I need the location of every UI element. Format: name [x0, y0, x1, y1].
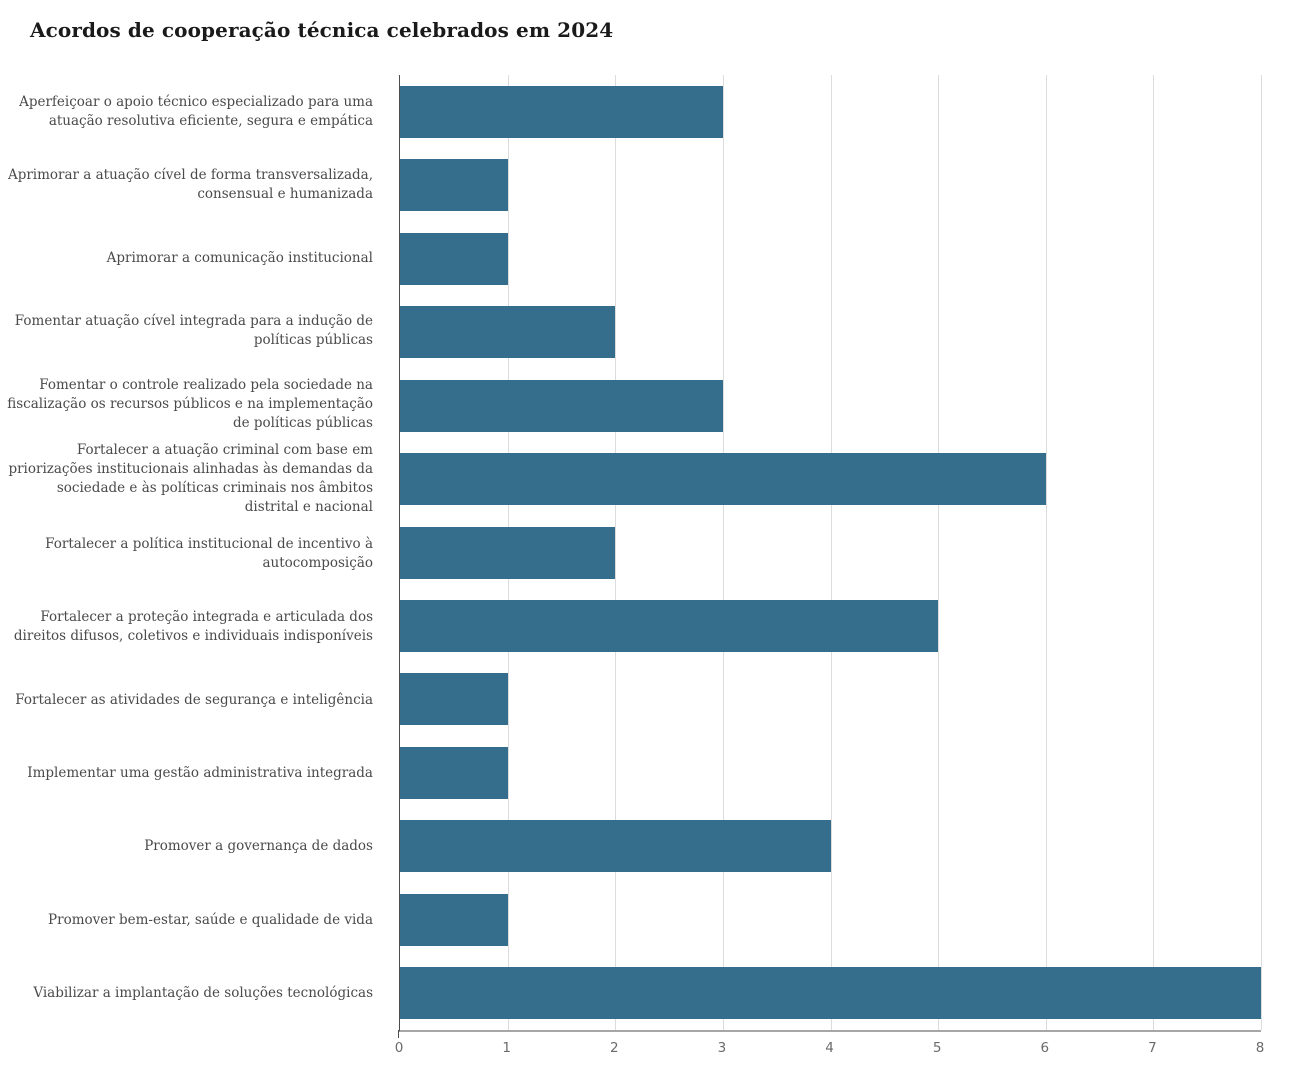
category-label-column: Aperfeiçoar o apoio técnico especializad… [0, 75, 385, 1030]
bar [400, 306, 616, 359]
bar-row [400, 663, 1261, 736]
bar [400, 159, 508, 212]
bar-row [400, 442, 1261, 515]
gridline [722, 75, 724, 1030]
bar-row [400, 222, 1261, 295]
bar-row [400, 369, 1261, 442]
x-axis: 0 1 2 3 4 5 6 7 8 [395, 1030, 1264, 1062]
bar [400, 600, 939, 653]
bar [400, 673, 508, 726]
category-label: Viabilizar a implantação de soluções tec… [33, 984, 373, 1001]
x-tick-label: 3 [717, 1040, 727, 1056]
category-label: Fortalecer as atividades de segurança e … [15, 691, 373, 708]
category-row: Aprimorar a atuação cível de forma trans… [0, 148, 385, 221]
bar-row [400, 516, 1261, 589]
x-tick-label: 8 [1255, 1040, 1265, 1056]
category-row: Aperfeiçoar o apoio técnico especializad… [0, 75, 385, 148]
x-tick-label: 0 [394, 1040, 404, 1056]
category-label: Aprimorar a atuação cível de forma trans… [7, 166, 373, 202]
category-label: Fortalecer a política institucional de i… [45, 535, 373, 571]
category-row: Implementar uma gestão administrativa in… [0, 737, 385, 810]
category-row: Viabilizar a implantação de soluções tec… [0, 957, 385, 1030]
gridline [830, 75, 832, 1030]
gridline [615, 75, 617, 1030]
category-row: Fortalecer a proteção integrada e articu… [0, 591, 385, 664]
bar [400, 85, 723, 138]
bar [400, 967, 1261, 1020]
x-tick-label: 7 [1148, 1040, 1157, 1056]
category-row: Aprimorar a comunicação institucional [0, 222, 385, 295]
bar-row [400, 75, 1261, 148]
category-label: Fomentar atuação cível integrada para a … [14, 313, 373, 349]
bar [400, 453, 1046, 506]
x-tick-label: 4 [825, 1040, 834, 1056]
gridline [1261, 75, 1262, 1030]
category-label: Promover bem-estar, saúde e qualidade de… [48, 911, 373, 928]
category-label: Aprimorar a comunicação institucional [106, 249, 373, 266]
category-row: Fomentar atuação cível integrada para a … [0, 295, 385, 368]
x-axis-zero-tick [398, 1030, 399, 1038]
category-row: Fomentar o controle realizado pela socie… [0, 368, 385, 441]
category-row: Fortalecer as atividades de segurança e … [0, 664, 385, 737]
chart-title: Acordos de cooperação técnica celebrados… [30, 18, 614, 42]
category-label: Fomentar o controle realizado pela socie… [7, 377, 373, 432]
x-tick-label: 2 [609, 1040, 619, 1056]
x-tick-label: 5 [932, 1040, 942, 1056]
bar-row [400, 883, 1261, 956]
category-row: Fortalecer a atuação criminal com base e… [0, 441, 385, 517]
bar [400, 746, 508, 799]
category-row: Promover bem-estar, saúde e qualidade de… [0, 884, 385, 957]
gridline [1153, 75, 1155, 1030]
x-tick-label: 1 [502, 1040, 511, 1056]
bar [400, 820, 831, 873]
bar [400, 379, 723, 432]
category-row: Fortalecer a política institucional de i… [0, 517, 385, 590]
category-label: Fortalecer a atuação criminal com base e… [8, 442, 373, 516]
x-tick-label: 6 [1040, 1040, 1050, 1056]
category-row: Promover a governança de dados [0, 810, 385, 883]
bar-row [400, 736, 1261, 809]
bar [400, 232, 508, 285]
bar-row [400, 295, 1261, 368]
category-label: Promover a governança de dados [144, 838, 373, 855]
gridline [1045, 75, 1047, 1030]
bar [400, 893, 508, 946]
category-label: Fortalecer a proteção integrada e articu… [13, 609, 373, 645]
bar-series [400, 75, 1261, 1030]
bar-row [400, 957, 1261, 1030]
bar-row [400, 810, 1261, 883]
bar [400, 526, 616, 579]
bar-row [400, 148, 1261, 221]
gridline [938, 75, 940, 1030]
bar-row [400, 589, 1261, 662]
plot-area [399, 75, 1262, 1032]
category-label: Aperfeiçoar o apoio técnico especializad… [19, 93, 373, 129]
category-label: Implementar uma gestão administrativa in… [27, 765, 373, 782]
